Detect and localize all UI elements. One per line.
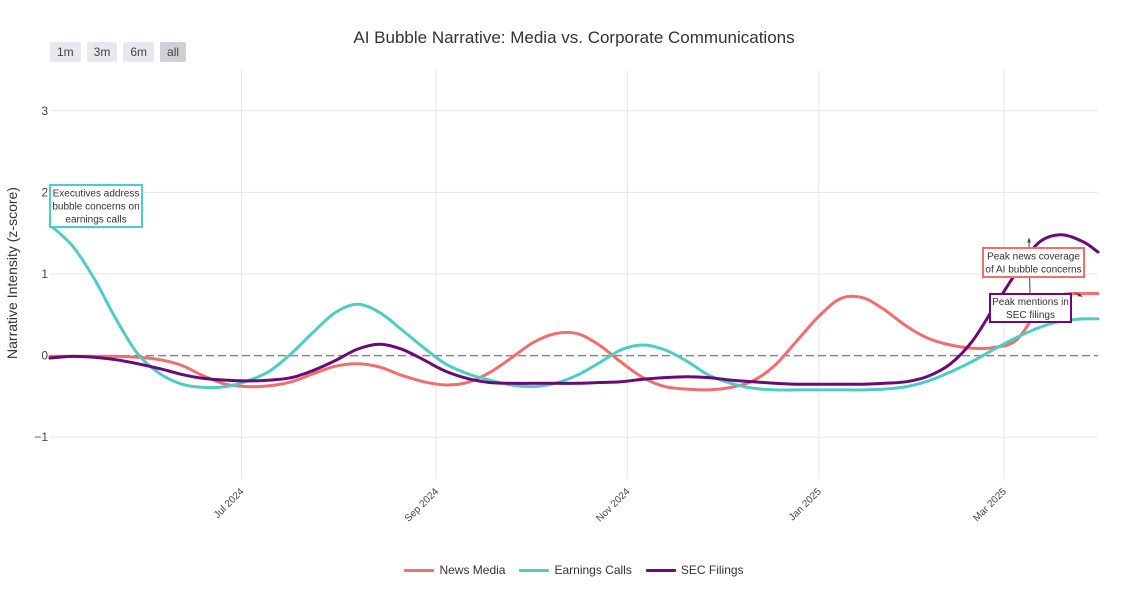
annotation-text: Executives address	[53, 189, 140, 200]
annotation-box	[49, 184, 143, 228]
annotation-arrowhead	[1077, 292, 1083, 297]
x-tick-label: Mar 2025	[971, 486, 1009, 524]
y-axis-label: Narrative Intensity (z-score)	[4, 187, 20, 359]
axis-ticks: −1 0 1 2 3 Jul 2024 Sep 2024 Nov 2024 Jan 2025 Ma…	[34, 104, 1009, 525]
chart-title: AI Bubble Narrative: Media vs. Corporate…	[353, 28, 794, 47]
legend: News Media Earnings Calls SEC Filings	[0, 563, 1148, 577]
y-tick-label: 2	[41, 185, 48, 199]
annotation-box	[989, 293, 1072, 323]
range-6m-button[interactable]: 6m	[123, 42, 155, 62]
annotation-text: Peak news coverage	[987, 252, 1080, 263]
x-tick-label: Jan 2025	[787, 486, 824, 523]
range-all-button[interactable]: all	[160, 42, 187, 62]
annotation-peak-sec: Peak mentions in SEC filings	[989, 292, 1083, 323]
range-3m-button[interactable]: 3m	[86, 42, 118, 62]
series-line-news-media	[48, 291, 1100, 392]
legend-swatch-earnings-calls	[519, 568, 550, 572]
x-tick-label: Jul 2024	[212, 486, 247, 521]
annotation-arrowhead	[1027, 237, 1032, 243]
legend-swatch-news-media	[404, 568, 435, 572]
annotation-text: Peak mentions in	[992, 297, 1069, 308]
x-tick-label: Nov 2024	[594, 486, 632, 524]
legend-label: SEC Filings	[680, 563, 744, 577]
range-selector: 1m 3m 6m all	[50, 42, 187, 62]
y-tick-label: −1	[34, 430, 48, 444]
legend-item-sec-filings[interactable]: SEC Filings	[645, 563, 744, 577]
y-tick-label: 3	[41, 104, 48, 118]
annotation-earnings-calls: Executives address bubble concerns on earn…	[49, 184, 143, 228]
series-line-sec-filings	[48, 233, 1100, 386]
legend-swatch-sec-filings	[645, 568, 676, 572]
annotation-text: bubble concerns on	[52, 202, 139, 213]
x-tick-label: Sep 2024	[403, 486, 441, 524]
annotations: Executives address bubble concerns on earn…	[49, 184, 1085, 323]
annotation-text: earnings calls	[65, 215, 126, 226]
y-tick-label: 0	[41, 349, 48, 363]
annotation-box	[982, 247, 1085, 278]
annotation-text: of AI bubble concerns	[985, 265, 1081, 276]
legend-item-news-media[interactable]: News Media	[404, 563, 505, 577]
annotation-peak-news: Peak news coverage of AI bubble concerns	[982, 237, 1085, 294]
range-1m-button[interactable]: 1m	[50, 42, 81, 62]
annotation-text: SEC filings	[1006, 310, 1055, 321]
legend-label: Earnings Calls	[554, 563, 632, 577]
legend-item-earnings-calls[interactable]: Earnings Calls	[519, 563, 632, 577]
series-lines	[48, 223, 1100, 392]
series-line-earnings-calls	[48, 223, 1100, 392]
y-tick-label: 1	[41, 267, 48, 281]
legend-label: News Media	[439, 563, 506, 577]
grid	[50, 70, 1098, 478]
